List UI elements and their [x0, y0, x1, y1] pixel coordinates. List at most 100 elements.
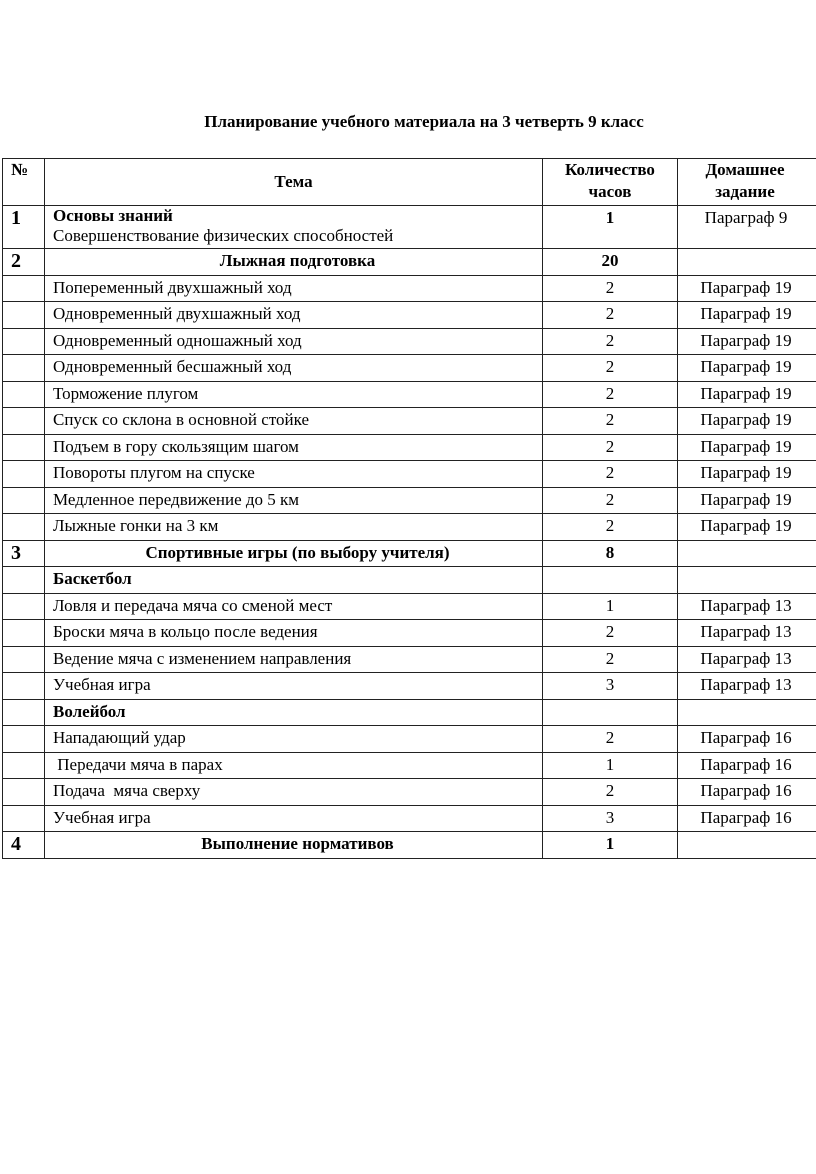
table-row: Подъем в гору скользящим шагом 2 Параграф …: [2, 433, 816, 461]
row-number: [2, 274, 45, 302]
section-row: 2 Лыжная подготовка 20: [2, 248, 816, 276]
homework-cell: Параграф 16: [677, 751, 816, 779]
hours-cell: 2: [542, 407, 678, 435]
homework-cell: Параграф 19: [677, 380, 816, 408]
hours-cell: 2: [542, 619, 678, 647]
hours-cell: 2: [542, 433, 678, 461]
row-number: [2, 433, 45, 461]
hours-cell: 2: [542, 513, 678, 541]
theme-cell: Лыжные гонки на 3 км: [44, 513, 543, 541]
header-hours: Количество часов: [542, 158, 678, 206]
section-row: 1 Основы знаний Совершенствование физическ…: [2, 205, 816, 249]
homework-cell: Параграф 19: [677, 407, 816, 435]
row-number: [2, 698, 45, 726]
table-row: Подача мяча сверху 2 Параграф 16: [2, 778, 816, 806]
hours-cell: [542, 566, 678, 594]
homework-cell: [677, 248, 816, 276]
document-title: Планирование учебного материала на 3 чет…: [204, 112, 644, 131]
homework-cell: Параграф 16: [677, 778, 816, 806]
theme-cell: Подача мяча сверху: [44, 778, 543, 806]
header-row: № Тема Количество часов Домашнее задание: [2, 158, 816, 206]
homework-cell: Параграф 9: [677, 205, 816, 249]
row-number: [2, 380, 45, 408]
homework-cell: [677, 566, 816, 594]
subsection-row: Волейбол: [2, 698, 816, 726]
theme-cell: Нападающий удар: [44, 725, 543, 753]
header-num: №: [2, 158, 45, 206]
table-row: Передачи мяча в парах 1 Параграф 16: [2, 751, 816, 779]
hours-cell: 3: [542, 804, 678, 832]
row-number: [2, 725, 45, 753]
theme-cell: Спортивные игры (по выбору учителя): [44, 539, 543, 567]
row-number: [2, 778, 45, 806]
hours-cell: 2: [542, 274, 678, 302]
homework-cell: Параграф 19: [677, 433, 816, 461]
homework-cell: Параграф 19: [677, 274, 816, 302]
row-number: [2, 301, 45, 329]
table-row: Попеременный двухшажный ход 2 Параграф 19: [2, 274, 816, 302]
homework-cell: Параграф 13: [677, 645, 816, 673]
theme-cell: Выполнение нормативов: [44, 831, 543, 859]
homework-cell: [677, 698, 816, 726]
homework-cell: Параграф 19: [677, 513, 816, 541]
section-title: Основы знаний: [53, 206, 173, 225]
row-number: [2, 619, 45, 647]
table-row: Одновременный одношажный ход 2 Параграф 19: [2, 327, 816, 355]
row-number: 4: [2, 831, 45, 859]
theme-cell: Медленное передвижение до 5 км: [44, 486, 543, 514]
row-number: [2, 486, 45, 514]
row-number: [2, 592, 45, 620]
table-row: Ловля и передача мяча со сменой мест 1 Пар…: [2, 592, 816, 620]
table-row: Учебная игра 3 Параграф 13: [2, 672, 816, 700]
hours-cell: 8: [542, 539, 678, 567]
hours-cell: 2: [542, 327, 678, 355]
header-theme: Тема: [44, 158, 543, 206]
hours-cell: 2: [542, 778, 678, 806]
hours-cell: 1: [542, 751, 678, 779]
section-subtitle: Совершенствование физических способносте…: [53, 226, 394, 245]
section-row: 3 Спортивные игры (по выбору учителя) 8: [2, 539, 816, 567]
theme-cell: Одновременный двухшажный ход: [44, 301, 543, 329]
hours-cell: 2: [542, 460, 678, 488]
table-row: Лыжные гонки на 3 км 2 Параграф 19: [2, 513, 816, 541]
hours-cell: 2: [542, 380, 678, 408]
header-homework: Домашнее задание: [677, 158, 816, 206]
homework-cell: Параграф 16: [677, 804, 816, 832]
homework-cell: Параграф 13: [677, 619, 816, 647]
theme-cell: Подъем в гору скользящим шагом: [44, 433, 543, 461]
theme-cell: Ведение мяча с изменением направления: [44, 645, 543, 673]
homework-cell: Параграф 19: [677, 486, 816, 514]
theme-cell: Баскетбол: [44, 566, 543, 594]
table-row: Броски мяча в кольцо после ведения 2 Параг…: [2, 619, 816, 647]
theme-cell: Спуск со склона в основной стойке: [44, 407, 543, 435]
table-row: Медленное передвижение до 5 км 2 Параграф …: [2, 486, 816, 514]
theme-cell: Волейбол: [44, 698, 543, 726]
row-number: [2, 672, 45, 700]
row-number: [2, 354, 45, 382]
theme-cell: Торможение плугом: [44, 380, 543, 408]
row-number: 1: [2, 205, 45, 249]
row-number: [2, 751, 45, 779]
homework-cell: [677, 831, 816, 859]
hours-cell: 1: [542, 831, 678, 859]
row-number: 2: [2, 248, 45, 276]
row-number: [2, 566, 45, 594]
row-number: [2, 460, 45, 488]
hours-cell: 2: [542, 486, 678, 514]
section-row: 4 Выполнение нормативов 1: [2, 831, 816, 859]
plan-table: № Тема Количество часов Домашнее задание…: [2, 158, 816, 859]
theme-cell: Броски мяча в кольцо после ведения: [44, 619, 543, 647]
hours-cell: [542, 698, 678, 726]
row-number: [2, 804, 45, 832]
theme-cell: Ловля и передача мяча со сменой мест: [44, 592, 543, 620]
theme-cell: Основы знаний Совершенствование физически…: [44, 205, 543, 249]
theme-cell: Попеременный двухшажный ход: [44, 274, 543, 302]
table-row: Нападающий удар 2 Параграф 16: [2, 725, 816, 753]
homework-cell: Параграф 19: [677, 327, 816, 355]
hours-cell: 20: [542, 248, 678, 276]
homework-cell: Параграф 16: [677, 725, 816, 753]
table-row: Ведение мяча с изменением направления 2 Па…: [2, 645, 816, 673]
homework-cell: Параграф 13: [677, 672, 816, 700]
hours-cell: 3: [542, 672, 678, 700]
row-number: [2, 407, 45, 435]
